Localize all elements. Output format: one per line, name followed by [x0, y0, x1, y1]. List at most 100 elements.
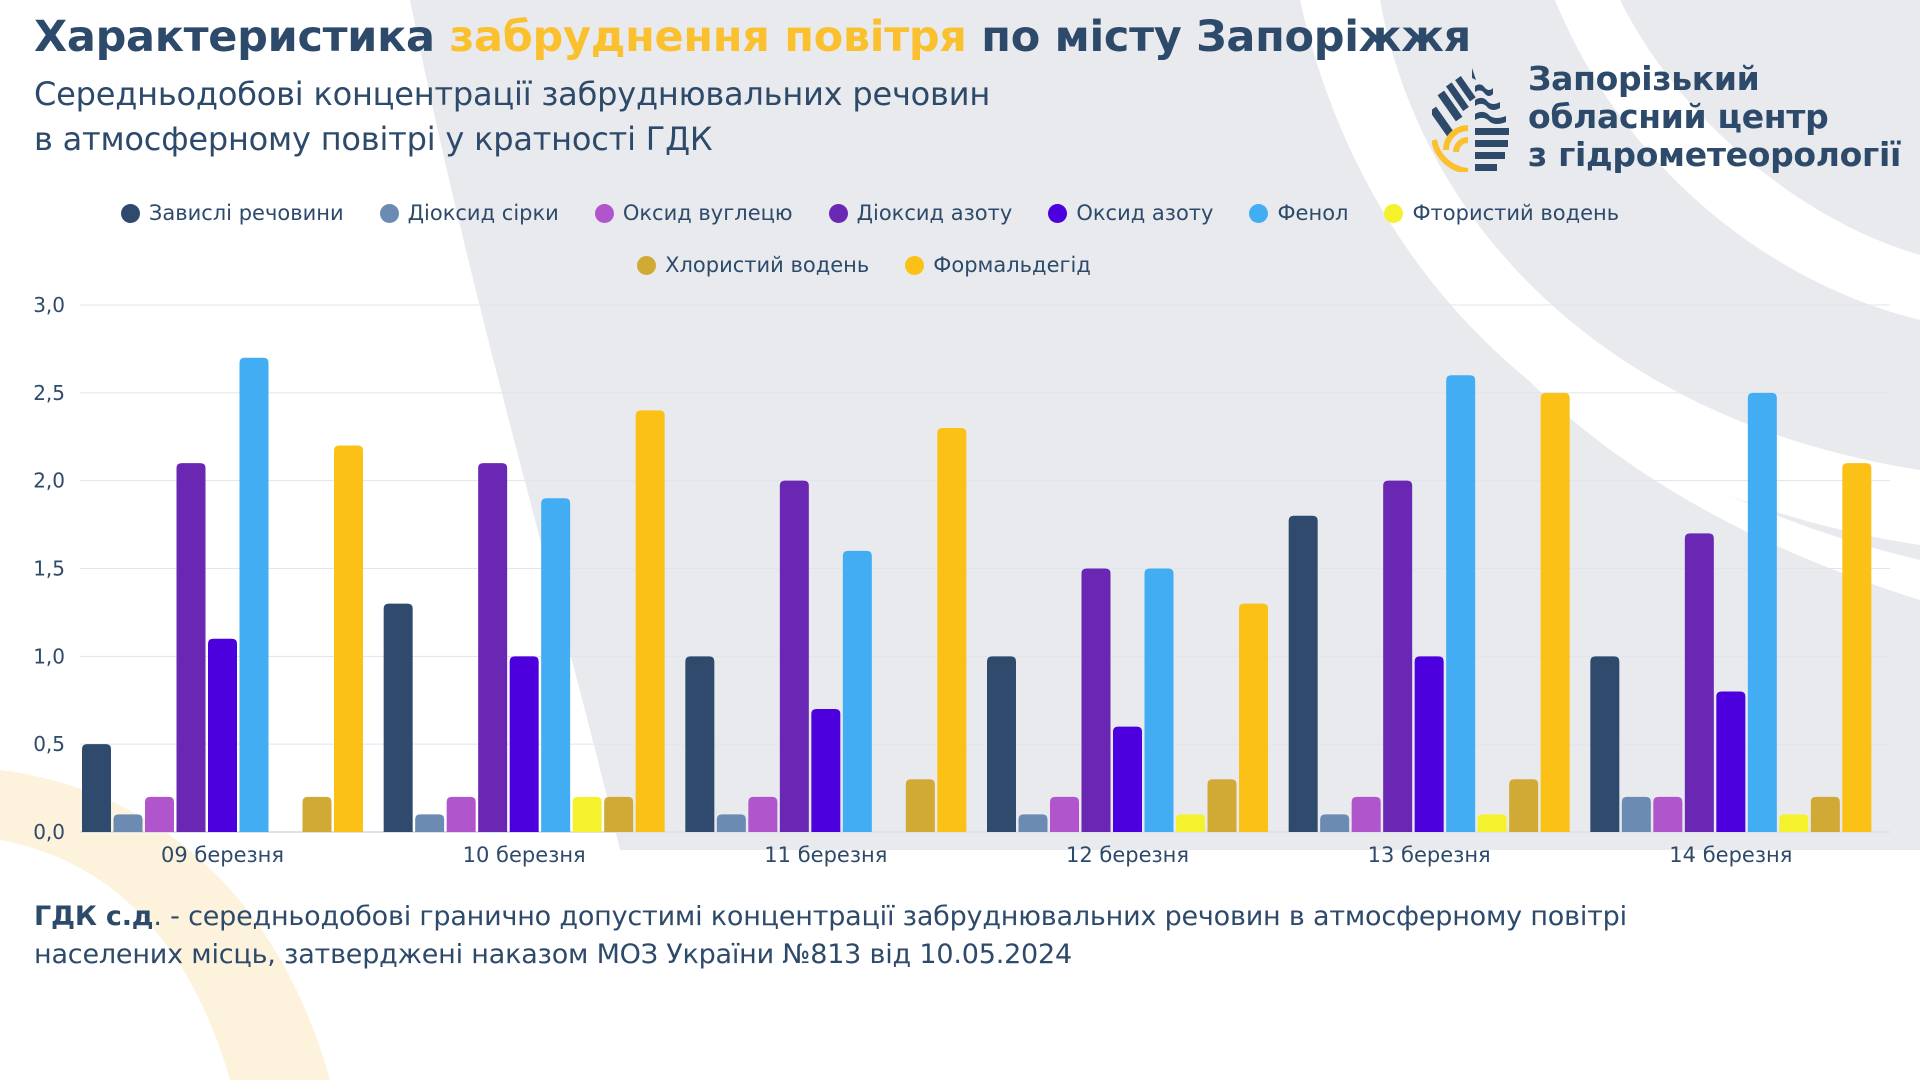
bar[interactable] [541, 498, 571, 832]
subtitle-line2: в атмосферному повітрі у кратності ГДК [34, 120, 713, 158]
bar[interactable] [334, 445, 363, 832]
chart-legend-row2: Хлористий водень Формальдегід [0, 253, 1824, 277]
legend-label: Завислі речовини [148, 201, 344, 225]
legend-swatch-icon [379, 203, 399, 223]
bar[interactable] [1081, 568, 1111, 833]
bar[interactable] [1540, 392, 1570, 832]
x-tick-label: 13 березня [1368, 843, 1491, 867]
legend-item[interactable]: Фтористий водень [1384, 201, 1619, 225]
footnote: ГДК с.д. - середньодобові гранично допус… [34, 898, 1627, 974]
bar[interactable] [987, 656, 1016, 832]
legend-item[interactable]: Оксид азоту [1048, 201, 1213, 225]
water-drop-logo-icon [1432, 68, 1509, 172]
bar[interactable] [937, 427, 967, 832]
legend-label: Фенол [1277, 201, 1349, 225]
bar[interactable] [1684, 533, 1714, 832]
bar[interactable] [208, 638, 237, 832]
bar-chart: 0,0 0,5 1,0 1,5 2,0 2,5 3,0 09 березня 10 березн… [33, 293, 1890, 867]
bar[interactable] [509, 656, 539, 832]
bar[interactable] [811, 709, 841, 832]
legend-label: Діоксид сірки [407, 201, 559, 225]
subtitle-line1: Середньодобові концентрації забруднюваль… [34, 75, 991, 113]
bar[interactable] [145, 796, 174, 832]
bar[interactable] [1144, 568, 1174, 833]
legend-label: Фтористий водень [1412, 201, 1620, 225]
bar[interactable] [176, 463, 206, 832]
legend-item[interactable]: Діоксид азоту [828, 201, 1013, 225]
bar[interactable] [905, 779, 935, 832]
footnote-definition: - середньодобові гранично допустимі конц… [161, 901, 1627, 932]
footnote-term: ГДК с.д [34, 901, 154, 932]
bar[interactable] [1779, 814, 1809, 832]
org-line2: обласний центр [1528, 97, 1829, 136]
bar[interactable] [604, 796, 634, 832]
bar[interactable] [1653, 796, 1683, 832]
bar[interactable] [239, 357, 269, 832]
background-yellow-arc [0, 770, 330, 1080]
legend-label: Оксид азоту [1076, 201, 1214, 225]
title-part1: Характеристика [34, 12, 450, 62]
legend-swatch-icon [637, 255, 657, 275]
legend-item[interactable]: Оксид вуглецю [594, 201, 793, 225]
bar[interactable] [1446, 375, 1476, 832]
bar[interactable] [716, 814, 746, 832]
x-tick-label: 09 березня [161, 843, 284, 867]
x-tick-label: 10 березня [463, 843, 586, 867]
y-tick-label: 2,0 [33, 469, 65, 493]
bar[interactable] [1207, 779, 1237, 832]
bar[interactable] [572, 796, 602, 832]
bar[interactable] [779, 480, 809, 832]
footnote-line1: ГДК с.д. - середньодобові гранично допус… [34, 898, 1627, 936]
bar[interactable] [1351, 796, 1381, 832]
bar[interactable] [1590, 656, 1620, 832]
bar[interactable] [1747, 392, 1777, 832]
legend-swatch-icon [1249, 203, 1269, 223]
bar[interactable] [302, 796, 332, 832]
legend-item[interactable]: Завислі речовини [120, 201, 344, 225]
org-line3: з гідрометеорології [1528, 135, 1901, 174]
bar[interactable] [748, 796, 778, 832]
bar[interactable] [1621, 796, 1651, 832]
y-tick-label: 2,5 [33, 381, 65, 405]
title-part2: по місту Запоріжжя [966, 12, 1471, 62]
bar[interactable] [1050, 796, 1079, 832]
legend-item[interactable]: Фенол [1249, 201, 1348, 225]
bar[interactable] [1018, 814, 1048, 832]
bar[interactable] [1509, 779, 1539, 832]
bar[interactable] [1716, 691, 1746, 832]
bar[interactable] [1477, 814, 1507, 832]
legend-swatch-icon [120, 203, 140, 223]
bar[interactable] [635, 410, 665, 832]
bar[interactable] [446, 796, 476, 832]
chart-legend-row1: Завислі речовини Діоксид сірки Оксид вугле… [0, 201, 1830, 225]
legend-item[interactable]: Хлористий водень [637, 253, 869, 277]
bar[interactable] [1810, 796, 1840, 832]
bar[interactable] [1113, 726, 1142, 832]
bar[interactable] [1842, 463, 1872, 832]
legend-item[interactable]: Діоксид сірки [379, 201, 559, 225]
bar[interactable] [415, 814, 445, 832]
org-line1: Запорізький [1528, 59, 1760, 98]
bar[interactable] [842, 550, 872, 832]
bar[interactable] [478, 463, 508, 832]
bar[interactable] [113, 814, 143, 832]
bar[interactable] [1320, 814, 1350, 832]
footnote-dot: . [153, 901, 162, 932]
bar[interactable] [1239, 603, 1268, 832]
bar[interactable] [685, 656, 715, 832]
x-tick-label: 11 березня [764, 843, 887, 867]
legend-item[interactable]: Формальдегід [905, 253, 1091, 277]
legend-label: Діоксид азоту [856, 201, 1013, 225]
bar[interactable] [383, 603, 413, 832]
legend-swatch-icon [905, 255, 925, 275]
bar[interactable] [82, 744, 111, 832]
legend-swatch-icon [594, 203, 614, 223]
bar[interactable] [1176, 814, 1205, 832]
y-tick-label: 3,0 [33, 293, 65, 317]
bar[interactable] [1414, 656, 1444, 832]
legend-label: Хлористий водень [665, 253, 870, 277]
bar[interactable] [1383, 480, 1413, 832]
bar[interactable] [1288, 515, 1318, 832]
y-tick-label: 1,5 [33, 557, 65, 581]
page-subtitle: Середньодобові концентрації забруднюваль… [34, 72, 990, 162]
